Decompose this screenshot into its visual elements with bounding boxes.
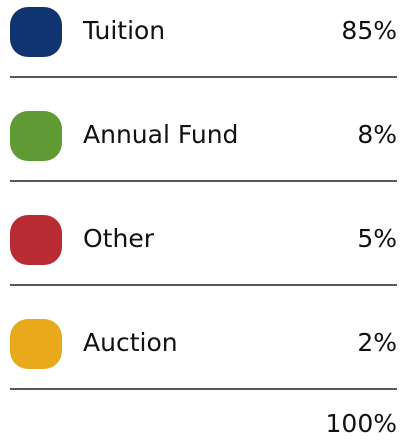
row-label: Other: [83, 224, 155, 253]
color-swatch: [10, 111, 62, 161]
color-swatch: [10, 7, 62, 57]
color-swatch: [10, 319, 62, 369]
row-value: 5%: [357, 224, 397, 253]
row-value: 2%: [357, 328, 397, 357]
row-label: Annual Fund: [83, 120, 238, 149]
row-value: 8%: [357, 120, 397, 149]
color-swatch: [10, 215, 62, 265]
total-value: 100%: [326, 409, 397, 438]
row-label: Tuition: [82, 16, 165, 45]
row-value: 85%: [341, 16, 397, 45]
row-label: Auction: [83, 328, 178, 357]
